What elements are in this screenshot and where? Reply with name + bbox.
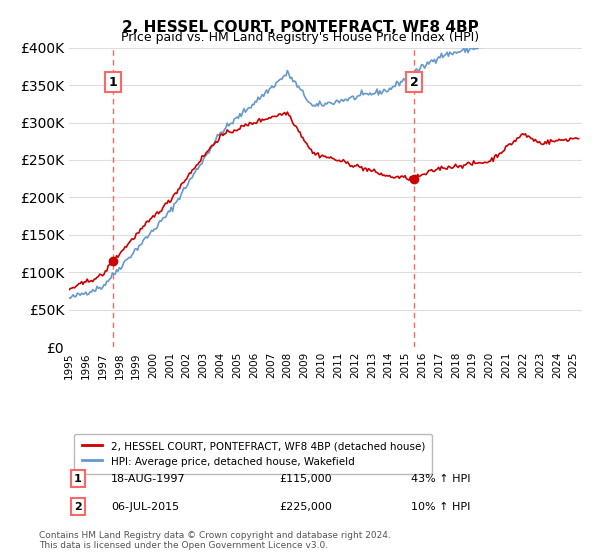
Text: 1: 1	[109, 76, 118, 88]
Text: 2: 2	[410, 76, 418, 88]
Text: £225,000: £225,000	[279, 502, 332, 512]
Text: 1: 1	[74, 474, 82, 484]
Text: 2, HESSEL COURT, PONTEFRACT, WF8 4BP: 2, HESSEL COURT, PONTEFRACT, WF8 4BP	[122, 20, 478, 35]
Text: 43% ↑ HPI: 43% ↑ HPI	[411, 474, 470, 484]
Text: £115,000: £115,000	[279, 474, 332, 484]
Legend: 2, HESSEL COURT, PONTEFRACT, WF8 4BP (detached house), HPI: Average price, detac: 2, HESSEL COURT, PONTEFRACT, WF8 4BP (de…	[74, 433, 433, 474]
Text: 18-AUG-1997: 18-AUG-1997	[111, 474, 185, 484]
Text: 06-JUL-2015: 06-JUL-2015	[111, 502, 179, 512]
Text: Price paid vs. HM Land Registry's House Price Index (HPI): Price paid vs. HM Land Registry's House …	[121, 31, 479, 44]
Text: 10% ↑ HPI: 10% ↑ HPI	[411, 502, 470, 512]
Text: Contains HM Land Registry data © Crown copyright and database right 2024.
This d: Contains HM Land Registry data © Crown c…	[39, 530, 391, 550]
Text: 2: 2	[74, 502, 82, 512]
